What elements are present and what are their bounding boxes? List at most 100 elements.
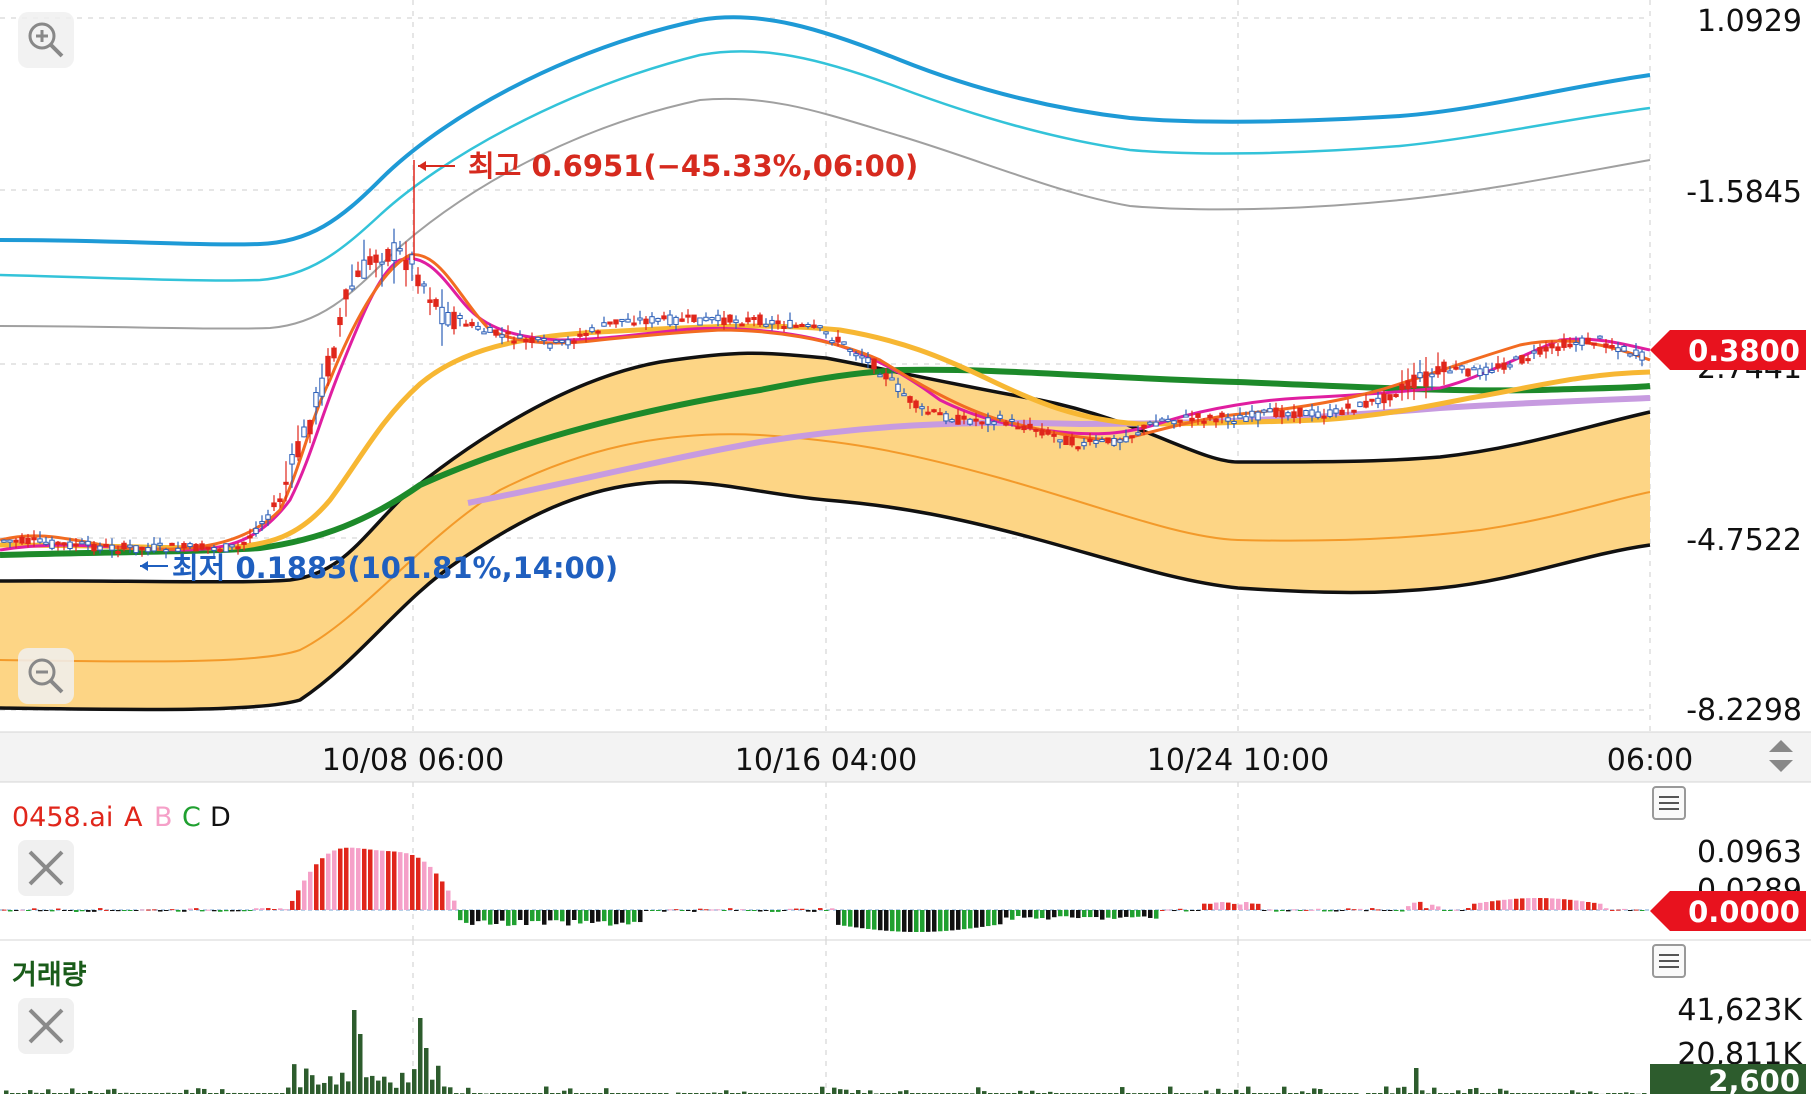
histogram-bar-74 — [446, 890, 451, 910]
volume-close-button[interactable] — [18, 998, 74, 1054]
histogram-bar-78 — [470, 910, 475, 925]
volume-bar-245 — [1474, 1087, 1479, 1094]
volume-menu-button[interactable] — [1652, 944, 1686, 978]
histogram-bar-123 — [740, 909, 745, 911]
last-price-badge: 0.3800 — [1650, 330, 1806, 370]
indicator-value-text: 0.0000 — [1688, 895, 1800, 929]
histogram-bar-155 — [932, 910, 937, 932]
candle-body-171 — [1027, 423, 1033, 429]
volume-bar-52 — [316, 1084, 321, 1094]
histogram-bar-76 — [458, 910, 463, 921]
indicator-y-tick-1: 0.0963 — [1697, 835, 1802, 870]
histogram-bar-54 — [326, 853, 331, 910]
y-tick-3: -4.7522 — [1686, 523, 1802, 558]
candle-body-75 — [451, 311, 457, 330]
volume-bar-20 — [124, 1092, 129, 1094]
zoom-out-button[interactable] — [18, 648, 74, 704]
indicator-menu-button[interactable] — [1652, 786, 1686, 820]
histogram-bar-57 — [344, 847, 349, 910]
histogram-bar-250 — [1502, 899, 1507, 910]
histogram-bar-140 — [842, 910, 847, 926]
candle-body-10 — [61, 542, 67, 546]
volume-bar-73 — [442, 1086, 447, 1094]
candle-body-168 — [1009, 418, 1015, 422]
candle-body-59 — [355, 270, 361, 277]
candle-body-88 — [529, 337, 535, 343]
candle-body-40 — [241, 541, 247, 545]
volume-bar-93 — [562, 1090, 567, 1094]
histogram-bar-199 — [1196, 910, 1201, 911]
histogram-bar-202 — [1214, 902, 1219, 910]
volume-bar-236 — [1420, 1090, 1425, 1094]
candle-body-216 — [1297, 407, 1303, 417]
candle-body-4 — [25, 537, 31, 545]
histogram-bar-195 — [1172, 910, 1177, 912]
histogram-bar-93 — [560, 910, 565, 922]
candle-body-236 — [1417, 372, 1423, 379]
histogram-bar-12 — [74, 910, 79, 912]
volume-bar-230 — [1384, 1086, 1389, 1094]
candle-body-187 — [1123, 436, 1129, 443]
candle-body-170 — [1021, 425, 1027, 431]
candle-body-134 — [805, 323, 811, 327]
candle-body-268 — [1609, 345, 1615, 349]
histogram-bar-6 — [38, 910, 43, 912]
histogram-bar-105 — [632, 910, 637, 922]
histogram-bar-145 — [872, 910, 877, 930]
candle-body-104 — [625, 318, 631, 323]
histogram-bar-235 — [1412, 902, 1417, 910]
candle-body-38 — [229, 544, 235, 548]
volume-bar-169 — [1018, 1090, 1023, 1094]
histogram-bar-242 — [1454, 909, 1459, 911]
volume-bar-67 — [406, 1082, 411, 1094]
candle-body-149 — [895, 383, 901, 392]
histogram-bar-162 — [974, 910, 979, 928]
up-down-arrows-icon[interactable] — [1760, 734, 1810, 780]
histogram-bar-110 — [662, 910, 667, 912]
candle-body-2 — [13, 539, 19, 543]
upper-envelope-cyan — [0, 50, 1651, 282]
histogram-bar-213 — [1280, 910, 1285, 911]
volume-bar-261 — [1570, 1090, 1575, 1094]
candle-body-28 — [169, 542, 175, 546]
histogram-bar-144 — [866, 910, 871, 929]
histogram-bar-97 — [584, 910, 589, 921]
histogram-bar-65 — [392, 851, 397, 910]
histogram-bar-129 — [776, 910, 781, 912]
histogram-bar-91 — [548, 910, 553, 921]
histogram-bar-230 — [1382, 910, 1387, 911]
candle-body-252 — [1513, 356, 1519, 360]
histogram-bar-3 — [20, 909, 25, 911]
candle-body-214 — [1285, 412, 1291, 417]
zoom-in-button[interactable] — [18, 12, 74, 68]
volume-bar-139 — [838, 1089, 843, 1094]
candle-body-148 — [889, 377, 895, 381]
candle-body-213 — [1279, 410, 1285, 418]
volume-bar-242 — [1456, 1090, 1461, 1094]
candle-body-30 — [181, 543, 187, 549]
histogram-bar-83 — [500, 910, 505, 921]
candle-body-132 — [793, 324, 799, 328]
histogram-bar-247 — [1484, 902, 1489, 910]
histogram-bar-88 — [530, 910, 535, 922]
histogram-bar-259 — [1556, 898, 1561, 910]
candle-body-232 — [1393, 394, 1399, 398]
volume-bar-33 — [202, 1088, 207, 1094]
histogram-bar-128 — [770, 910, 775, 912]
histogram-bar-189 — [1136, 910, 1141, 917]
histogram-bar-188 — [1130, 910, 1135, 918]
candle-body-165 — [991, 421, 997, 425]
histogram-bar-206 — [1238, 904, 1243, 910]
candle-body-23 — [139, 546, 145, 550]
candle-body-166 — [997, 414, 1003, 419]
histogram-bar-163 — [980, 910, 985, 927]
x-tick-1: 10/08 06:00 — [322, 743, 504, 778]
histogram-bar-246 — [1478, 902, 1483, 910]
histogram-bar-53 — [320, 858, 325, 910]
histogram-bar-94 — [566, 910, 571, 926]
histogram-bar-178 — [1070, 910, 1075, 918]
indicator-close-button[interactable] — [18, 840, 74, 896]
candle-body-13 — [79, 541, 85, 545]
histogram-bar-126 — [758, 910, 763, 912]
